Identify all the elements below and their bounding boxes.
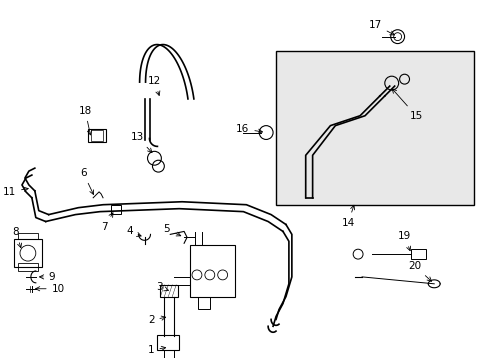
Bar bbox=[160, 285, 178, 297]
Bar bbox=[14, 239, 41, 267]
Text: 20: 20 bbox=[407, 261, 430, 281]
Bar bbox=[157, 335, 179, 350]
Text: 17: 17 bbox=[368, 20, 393, 35]
Text: 3: 3 bbox=[155, 282, 168, 292]
Text: 11: 11 bbox=[3, 187, 28, 197]
Text: 16: 16 bbox=[236, 123, 262, 134]
Bar bbox=[276, 51, 473, 205]
Text: 2: 2 bbox=[147, 315, 165, 325]
Text: 15: 15 bbox=[391, 89, 422, 121]
Bar bbox=[111, 205, 121, 213]
Bar bbox=[91, 130, 103, 141]
Text: 7: 7 bbox=[101, 213, 113, 231]
Bar bbox=[88, 129, 106, 143]
Text: 12: 12 bbox=[147, 76, 161, 95]
Text: 9: 9 bbox=[40, 272, 55, 282]
Bar bbox=[198, 297, 209, 309]
Text: 5: 5 bbox=[163, 224, 181, 236]
Text: 13: 13 bbox=[131, 132, 152, 153]
Text: 10: 10 bbox=[36, 284, 64, 294]
Text: 19: 19 bbox=[397, 231, 410, 251]
Text: 14: 14 bbox=[341, 205, 354, 228]
Bar bbox=[18, 263, 38, 271]
Text: 6: 6 bbox=[80, 168, 93, 194]
Text: 18: 18 bbox=[79, 106, 92, 135]
Bar bbox=[410, 249, 426, 259]
Bar bbox=[190, 245, 234, 297]
Bar bbox=[18, 233, 38, 239]
Text: 4: 4 bbox=[126, 226, 141, 237]
Text: 8: 8 bbox=[13, 227, 21, 248]
Text: 1: 1 bbox=[147, 345, 165, 355]
